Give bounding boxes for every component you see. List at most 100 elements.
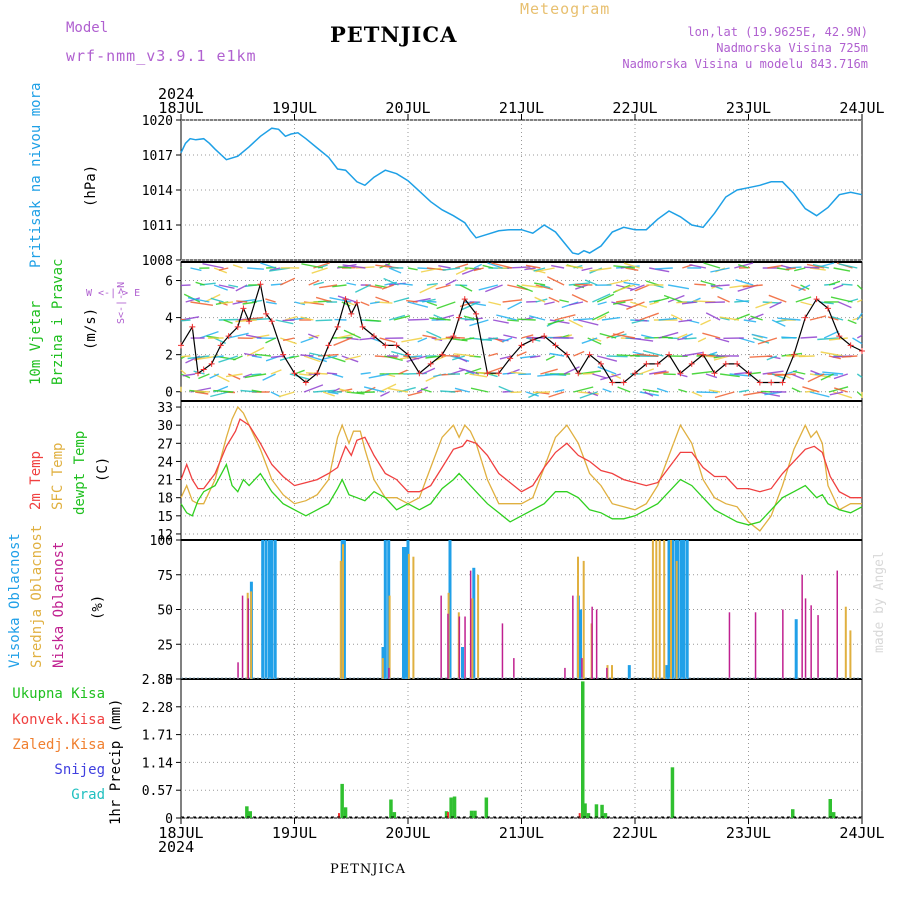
wind-arrow — [599, 332, 617, 339]
wind-arrow — [589, 267, 612, 272]
wind-arrow — [644, 391, 654, 397]
wind-arrow — [434, 337, 451, 341]
wind-arrow — [755, 301, 773, 309]
xtick-label-top: 22JUL — [612, 99, 657, 117]
wind-arrow — [243, 352, 257, 357]
wind-arrow — [524, 267, 536, 271]
wind-arrow — [195, 281, 205, 286]
wind-arrow — [751, 333, 768, 339]
wind-gust-mark — [859, 347, 865, 354]
wind-gust-mark — [334, 323, 341, 330]
wind-arrow — [269, 267, 281, 271]
wind-gust-mark — [246, 318, 253, 325]
bar-cloud — [381, 658, 384, 679]
wind-arrow — [856, 334, 863, 339]
ytick-label-pressure: 1008 — [142, 254, 173, 269]
meteogram-title: Meteogram — [520, 0, 611, 18]
bar-cloud — [268, 540, 271, 679]
wind-arrow — [407, 301, 429, 308]
wind-arrow — [596, 314, 607, 321]
wind-arrow — [228, 284, 239, 288]
bar-cloud — [801, 574, 803, 680]
wind-arrow — [596, 293, 615, 303]
wind-arrow — [823, 330, 839, 339]
wind-gust-mark — [208, 360, 215, 367]
ytick-label-cloud: 25 — [157, 638, 173, 653]
wind-arrow — [218, 284, 235, 289]
wind-arrow — [300, 301, 319, 304]
wind-gust-mark — [802, 314, 809, 321]
wind-arrow — [436, 301, 456, 310]
bar-precip — [791, 809, 795, 818]
wind-arrow — [841, 355, 858, 358]
bar-cloud — [247, 598, 249, 679]
wind-arrow — [393, 297, 410, 303]
wind-arrow — [540, 284, 551, 289]
wind-arrow — [251, 355, 262, 359]
bar-precip — [603, 813, 608, 818]
wind-arrow — [247, 267, 264, 270]
bar-cloud — [461, 647, 464, 679]
bar-cloud — [572, 595, 574, 679]
xtick-label-bottom: 24JUL — [839, 824, 884, 842]
wind-arrow — [682, 351, 703, 357]
bar-cloud — [682, 540, 686, 679]
bar-cloud — [440, 595, 442, 679]
bar-cloud — [581, 658, 583, 679]
wind-arrow — [419, 284, 437, 294]
wind-arrow — [623, 281, 640, 286]
wind-arrow — [631, 319, 645, 324]
wind-arrow — [194, 390, 210, 393]
wind-arrow — [748, 371, 761, 375]
bar-cloud — [412, 556, 415, 679]
wind-arrow — [700, 280, 716, 286]
bar-precip — [581, 681, 585, 818]
wind-arrow — [516, 351, 527, 357]
wind-arrow — [649, 301, 659, 306]
bar-cloud — [728, 612, 731, 679]
wind-gust-mark — [756, 379, 763, 386]
bar-precip — [600, 804, 604, 818]
wind-gust-mark — [620, 379, 627, 386]
snow-label: Snijeg — [54, 762, 105, 778]
wind-arrow — [554, 314, 576, 321]
wind-arrow — [218, 318, 239, 321]
wind-arrow — [221, 301, 234, 305]
wind-gust-mark — [359, 323, 366, 330]
wind-arrow — [232, 264, 243, 269]
wind-arrow — [228, 373, 241, 380]
wind-arrow — [185, 297, 200, 303]
wind-arrow — [520, 355, 536, 359]
wind-gust-mark — [280, 351, 287, 358]
wind-arrow — [563, 366, 580, 375]
bar-cloud — [675, 560, 678, 679]
wind-arrow — [642, 388, 659, 393]
bar-cloud — [817, 615, 819, 679]
wind-arrow — [537, 373, 560, 377]
bar-cloud — [477, 574, 480, 680]
wind-arrow — [190, 267, 202, 272]
wind-arrow — [623, 262, 640, 269]
wind-arrow — [827, 316, 839, 321]
wind-arrow — [856, 373, 863, 378]
wind-gust-mark — [609, 379, 616, 386]
total-precip-label: Ukupna Kisa — [12, 686, 105, 702]
wind-arrow — [700, 319, 711, 326]
xtick-label-top: 23JUL — [726, 99, 771, 117]
bar-precip — [473, 810, 477, 818]
wind-arrow — [343, 329, 361, 339]
xtick-label-top: 21JUL — [499, 99, 544, 117]
wind-arrow — [332, 336, 353, 339]
xtick-label-top: 20JUL — [385, 99, 430, 117]
wind-gust-mark — [427, 360, 434, 367]
wind-arrow — [742, 284, 763, 288]
wind-gust-mark — [666, 351, 673, 358]
wind-arrow — [213, 284, 228, 291]
wind-arrow — [251, 334, 270, 339]
bar-cloud — [663, 540, 666, 679]
wind-gust-mark — [240, 305, 247, 312]
wind-arrow — [360, 372, 371, 375]
station-title: PETNJICA — [330, 22, 458, 47]
wind-arrow — [180, 355, 191, 358]
